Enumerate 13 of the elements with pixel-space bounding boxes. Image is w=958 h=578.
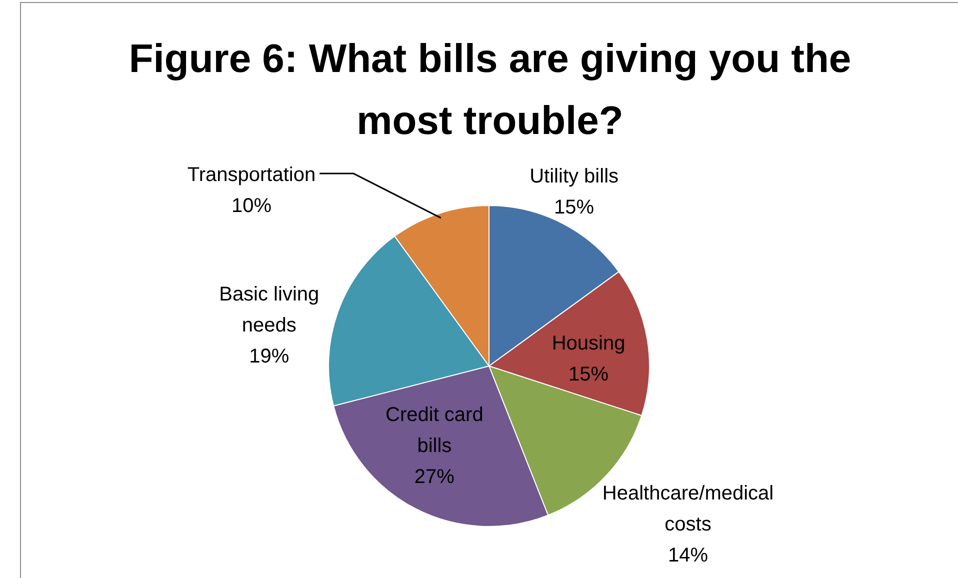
- data-label: 14%: [668, 544, 708, 566]
- slice-label: Healthcare/medical costs: [602, 482, 774, 536]
- data-label: 10%: [231, 195, 272, 218]
- slice-label: Basic living needs: [219, 283, 320, 336]
- data-label: 27%: [414, 466, 455, 488]
- data-label: 19%: [249, 345, 290, 368]
- data-label: 15%: [568, 364, 609, 386]
- chart-title: Figure 6: What bills are giving you the most trouble?: [128, 36, 852, 145]
- slice-label: Credit card bills: [386, 404, 484, 457]
- slice-label: Housing: [552, 332, 626, 355]
- slice-label: Utility bills: [530, 166, 619, 188]
- slice-label: Transportation: [187, 164, 316, 186]
- data-label: 15%: [554, 196, 594, 219]
